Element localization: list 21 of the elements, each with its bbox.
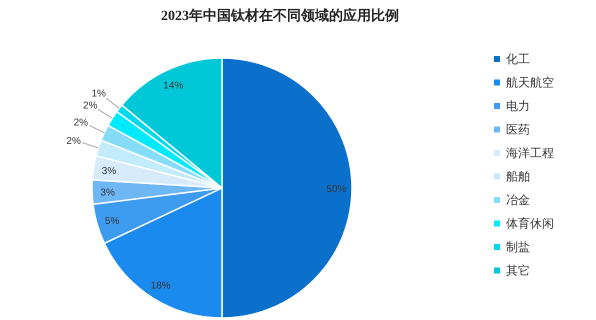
legend-label: 海洋工程: [506, 146, 554, 160]
legend-label: 航天航空: [506, 76, 554, 90]
legend-label: 其它: [506, 264, 530, 278]
legend-label: 制盐: [506, 240, 530, 254]
data-label: 18%: [150, 280, 171, 292]
data-label: 1%: [92, 88, 106, 100]
data-label: 2%: [74, 118, 88, 129]
legend-label: 电力: [506, 99, 530, 113]
data-label: 3%: [102, 166, 116, 178]
data-label: 14%: [163, 80, 184, 92]
data-label: 3%: [100, 188, 115, 199]
data-label: 2%: [66, 136, 81, 147]
data-label: 2%: [83, 100, 98, 112]
legend-label: 医药: [506, 122, 530, 136]
legend-label: 化工: [506, 52, 530, 66]
data-label: 50%: [326, 184, 347, 195]
legend-label: 船舶: [506, 170, 530, 184]
chart-title: 2023年中国钛材在不同领域的应用比例: [161, 7, 399, 24]
data-label: 5%: [104, 216, 120, 227]
legend-label: 体育休闲: [506, 216, 554, 230]
legend-label: 冶金: [506, 193, 530, 207]
